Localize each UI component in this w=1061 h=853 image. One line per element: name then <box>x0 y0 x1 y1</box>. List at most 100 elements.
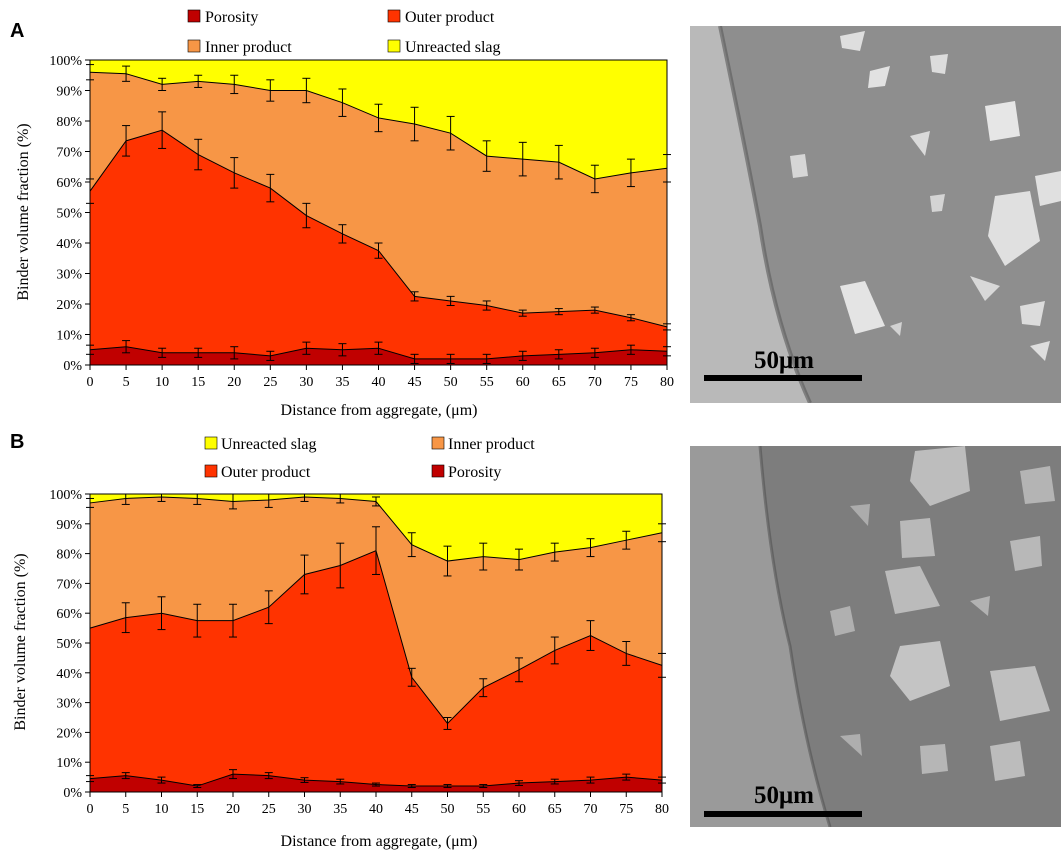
panel-letter-b: B <box>10 431 24 453</box>
y-tick-label-a: 50% <box>56 207 82 222</box>
errorbar-porosity-a <box>626 344 635 355</box>
y-tick-label-b: 80% <box>56 548 82 563</box>
x-tick-label-a: 65 <box>552 375 566 390</box>
x-tick-label-a: 40 <box>372 375 386 390</box>
x-tick-label-b: 65 <box>548 802 562 817</box>
errorbar-inner-a <box>122 65 131 82</box>
scale-bar-label-a: 50μm <box>754 347 814 374</box>
errorbar-porosity-b <box>121 772 130 780</box>
errorbar-outer-b <box>372 526 380 575</box>
x-tick-label-b: 10 <box>155 802 169 817</box>
y-tick-label-b: 60% <box>56 607 82 622</box>
x-tick-label-a: 75 <box>624 375 638 390</box>
y-tick-label-a: 70% <box>56 146 82 161</box>
y-axis-label-a: Binder volume fraction (%) <box>15 123 32 300</box>
plot-area-a: 0% 10% 20% 30% 40% 50% 60% 70% 80% 90% 100% 0 5 10 15 2… <box>49 54 674 390</box>
errorbar-porosity-a <box>590 347 599 358</box>
x-tick-label-a: 55 <box>480 375 494 390</box>
errorbar-outer-b <box>121 602 130 634</box>
errorbar-inner-a <box>446 115 455 151</box>
errorbar-outer-a <box>590 306 599 314</box>
y-tick-label-a: 90% <box>56 85 82 100</box>
errorbar-outer-b <box>157 596 166 631</box>
errorbar-porosity-b <box>157 776 166 784</box>
errorbar-inner-a <box>482 140 491 172</box>
errorbar-outer-b <box>229 603 237 638</box>
errorbar-porosity-b <box>586 776 595 784</box>
scale-bar-a <box>704 375 862 381</box>
errorbar-outer-b <box>300 554 309 595</box>
errorbar-outer-b <box>193 603 202 638</box>
errorbar-inner-b <box>407 532 416 558</box>
micrograph-a: 50μm <box>690 26 1061 403</box>
errorbar-porosity-a <box>122 340 131 354</box>
errorbar-porosity-a <box>302 341 311 355</box>
errorbar-porosity-b <box>336 778 345 785</box>
errorbar-inner-a <box>158 77 167 91</box>
errorbar-outer-a <box>410 291 419 302</box>
errorbar-inner-b <box>443 545 452 577</box>
y-tick-label-b: 90% <box>56 518 82 533</box>
x-tick-label-a: 25 <box>263 375 277 390</box>
errorbar-outer-b <box>586 620 595 651</box>
x-tick-label-b: 25 <box>262 802 276 817</box>
errorbar-porosity-b <box>515 780 523 786</box>
legend-label-slag-a: Unreacted slag <box>405 39 501 56</box>
errorbar-inner-b <box>622 530 631 550</box>
errorbar-porosity-b <box>300 777 309 783</box>
errorbar-inner-a <box>590 164 599 194</box>
x-tick-label-b: 75 <box>619 802 633 817</box>
chart-b: B Unreacted slag Inner product Outer pro… <box>10 431 669 850</box>
x-tick-label-a: 60 <box>516 375 530 390</box>
y-tick-label-b: 0% <box>63 786 82 801</box>
errorbar-outer-a <box>338 224 347 244</box>
legend-b: Unreacted slag Inner product Outer produ… <box>204 436 535 481</box>
errorbar-outer-b <box>479 678 488 698</box>
errorbar-porosity-a <box>374 341 383 355</box>
errorbar-outer-a <box>626 314 635 322</box>
errorbar-porosity-b <box>264 772 273 780</box>
x-tick-label-a: 45 <box>408 375 422 390</box>
errorbar-outer-a <box>302 202 311 229</box>
errorbar-outer-a <box>446 295 455 307</box>
x-tick-label-b: 5 <box>122 802 129 817</box>
legend-swatch-outer-a <box>387 9 401 23</box>
errorbar-inner-a <box>626 158 635 188</box>
x-axis-label-b: Distance from aggregate, (μm) <box>281 833 478 850</box>
errorbar-porosity-a <box>230 346 239 360</box>
errorbar-porosity-a <box>482 353 491 364</box>
errorbar-porosity-a <box>410 353 419 364</box>
x-tick-label-a: 15 <box>191 375 205 390</box>
errorbar-outer-a <box>266 173 275 203</box>
x-axis-label-a: Distance from aggregate, (μm) <box>281 402 478 419</box>
errorbar-outer-a <box>122 125 131 157</box>
panel-letter-a: A <box>10 20 24 42</box>
x-tick-label-a: 0 <box>87 375 94 390</box>
legend-a: Porosity Outer product Inner product Unr… <box>187 9 501 56</box>
legend-label-inner-a: Inner product <box>205 39 292 56</box>
errorbar-porosity-a <box>194 347 203 358</box>
legend-swatch-inner-b <box>431 436 445 450</box>
legend-swatch-inner-a <box>187 39 201 53</box>
x-tick-label-b: 30 <box>298 802 312 817</box>
area-outer-b <box>90 550 662 792</box>
area-outer-a <box>90 130 667 365</box>
errorbar-porosity-b <box>622 773 631 781</box>
errorbar-inner-a <box>554 144 563 180</box>
y-tick-label-b: 10% <box>56 756 82 771</box>
micrograph-b: 50μm <box>690 446 1061 827</box>
x-tick-label-b: 70 <box>584 802 598 817</box>
x-tick-label-a: 30 <box>299 375 313 390</box>
errorbar-outer-b <box>550 636 559 665</box>
scale-bar-label-b: 50μm <box>754 782 814 809</box>
y-axis-label-b: Binder volume fraction (%) <box>12 553 29 730</box>
errorbar-porosity-b <box>229 769 237 780</box>
legend-label-inner-b: Inner product <box>448 436 535 453</box>
x-tick-label-a: 80 <box>660 375 674 390</box>
y-tick-label-a: 100% <box>49 54 82 69</box>
errorbar-inner-a <box>374 103 383 133</box>
x-tick-label-a: 20 <box>227 375 241 390</box>
chart-a: A Porosity Outer product Inner product U… <box>10 9 674 419</box>
errorbar-inner-a <box>266 79 275 102</box>
errorbar-porosity-b <box>443 784 452 789</box>
